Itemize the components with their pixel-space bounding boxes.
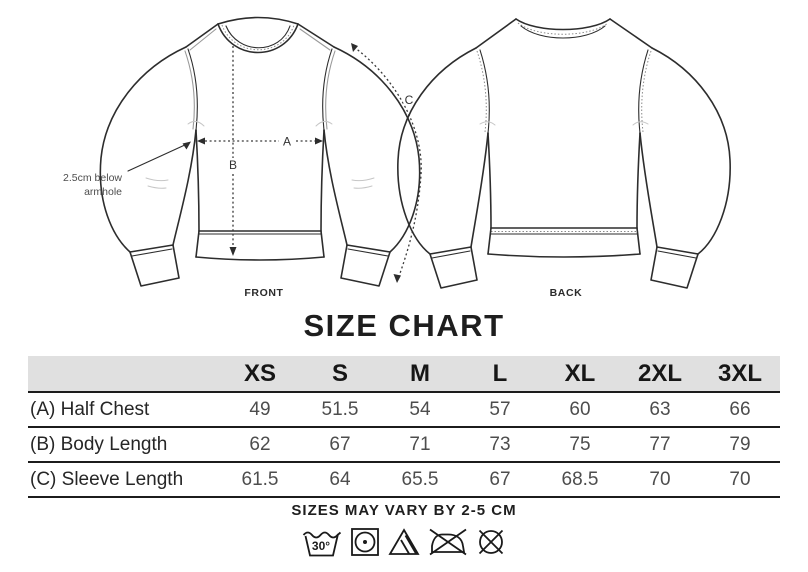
measure-a-line: A	[197, 132, 323, 151]
cell-value: 67	[460, 462, 540, 498]
corner-cell	[28, 356, 220, 392]
armhole-annotation: 2.5cm below armhole	[63, 141, 191, 198]
non-chlorine-bleach-icon	[388, 528, 420, 555]
armhole-annotation-line1: 2.5cm below	[63, 172, 122, 184]
wash-30-icon: 30°	[302, 531, 342, 556]
cell-value: 54	[380, 392, 460, 428]
back-view-label: BACK	[550, 287, 583, 299]
garment-measurement-diagram: A B C 2.5cm below armhole FRONT	[63, 16, 731, 299]
size-variance-note: SIZES MAY VARY BY 2-5 CM	[291, 502, 517, 519]
cell-value: 60	[540, 392, 620, 428]
armhole-annotation-line2: armhole	[84, 186, 122, 198]
measure-b-line: B	[226, 46, 240, 256]
cell-value: 61.5	[220, 462, 300, 498]
cell-value: 66	[700, 392, 780, 428]
row-label-half-chest: (A) Half Chest	[28, 392, 220, 428]
front-view-drawing	[99, 16, 421, 287]
measure-c-line: C	[351, 43, 422, 283]
cell-value: 79	[700, 427, 780, 463]
cell-value: 64	[300, 462, 380, 498]
cell-value: 68.5	[540, 462, 620, 498]
row-label-body-length: (B) Body Length	[28, 427, 220, 463]
col-header-3xl: 3XL	[700, 356, 780, 392]
back-view-drawing	[397, 18, 731, 289]
table-row-half-chest: (A) Half Chest 49 51.5 54 57 60 63 66	[28, 392, 780, 428]
care-symbols-row: 30°	[0, 524, 808, 560]
cell-value: 67	[300, 427, 380, 463]
cell-value: 71	[380, 427, 460, 463]
cell-value: 70	[620, 462, 700, 498]
size-chart-title: SIZE CHART	[303, 308, 505, 343]
wash-temp-label: 30°	[312, 539, 330, 553]
cell-value: 57	[460, 392, 540, 428]
cell-value: 51.5	[300, 392, 380, 428]
cell-value: 77	[620, 427, 700, 463]
measure-a-label: A	[283, 135, 291, 149]
size-chart-table-wrap: XS S M L XL 2XL 3XL (A) Half Chest 49 51…	[28, 356, 780, 498]
col-header-xl: XL	[540, 356, 620, 392]
col-header-xs: XS	[220, 356, 300, 392]
table-row-sleeve-length: (C) Sleeve Length 61.5 64 65.5 67 68.5 7…	[28, 462, 780, 498]
do-not-dry-clean-icon	[478, 529, 504, 555]
col-header-s: S	[300, 356, 380, 392]
cell-value: 70	[700, 462, 780, 498]
cell-value: 62	[220, 427, 300, 463]
tumble-dry-dot-icon	[351, 528, 379, 556]
cell-value: 49	[220, 392, 300, 428]
size-chart-table: XS S M L XL 2XL 3XL (A) Half Chest 49 51…	[28, 356, 780, 498]
col-header-2xl: 2XL	[620, 356, 700, 392]
row-label-sleeve-length: (C) Sleeve Length	[28, 462, 220, 498]
measure-c-label: C	[405, 93, 414, 107]
size-header-row: XS S M L XL 2XL 3XL	[28, 356, 780, 392]
col-header-m: M	[380, 356, 460, 392]
measure-b-label: B	[229, 158, 237, 172]
cell-value: 63	[620, 392, 700, 428]
cell-value: 65.5	[380, 462, 460, 498]
table-row-body-length: (B) Body Length 62 67 71 73 75 77 79	[28, 427, 780, 463]
col-header-l: L	[460, 356, 540, 392]
do-not-iron-icon	[429, 528, 467, 556]
cell-value: 73	[460, 427, 540, 463]
cell-value: 75	[540, 427, 620, 463]
front-view-label: FRONT	[244, 287, 283, 299]
